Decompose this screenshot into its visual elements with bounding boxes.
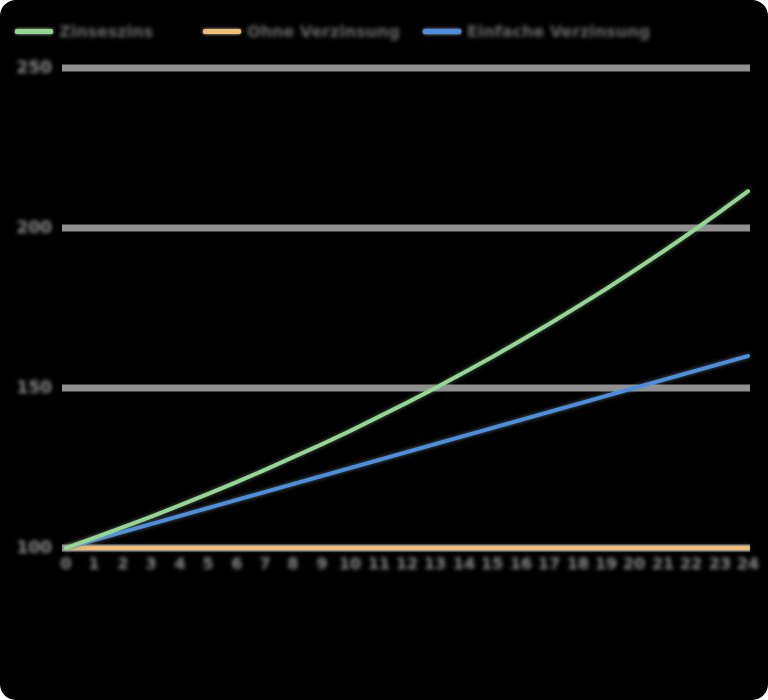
x-tick-label-18: 18 — [566, 554, 590, 573]
x-tick-label-12: 12 — [395, 554, 419, 573]
x-tick-label-24: 24 — [736, 554, 760, 573]
x-tick-label-10: 10 — [338, 554, 362, 573]
x-tick-label-8: 8 — [287, 554, 299, 573]
x-tick-label-21: 21 — [651, 554, 675, 573]
x-tick-label-16: 16 — [509, 554, 533, 573]
x-tick-label-23: 23 — [708, 554, 732, 573]
x-tick-label-9: 9 — [316, 554, 328, 573]
no-interest-line-swatch-icon — [203, 28, 241, 34]
legend-item-simple[interactable]: Einfache Verzinsung — [423, 20, 650, 42]
x-tick-label-11: 11 — [367, 554, 391, 573]
y-tick-label-250: 250 — [16, 58, 53, 78]
y-tick-label-100: 100 — [16, 538, 53, 558]
x-tick-label-6: 6 — [231, 554, 243, 573]
x-tick-label-22: 22 — [679, 554, 703, 573]
x-tick-label-1: 1 — [88, 554, 100, 573]
compound-line-swatch-icon — [15, 28, 53, 34]
y-tick-label-200: 200 — [16, 218, 53, 238]
x-tick-label-2: 2 — [117, 554, 129, 573]
legend-label-simple: Einfache Verzinsung — [467, 21, 651, 41]
x-tick-label-15: 15 — [480, 554, 504, 573]
x-tick-label-4: 4 — [174, 554, 186, 573]
x-tick-label-14: 14 — [452, 554, 476, 573]
gridline-y-200 — [62, 224, 750, 232]
x-tick-label-5: 5 — [202, 554, 214, 573]
y-tick-label-150: 150 — [16, 378, 53, 398]
x-tick-label-7: 7 — [259, 554, 271, 573]
legend-label-no-interest: Ohne Verzinsung — [247, 21, 400, 41]
legend-item-compound[interactable]: Zinseszins — [15, 20, 153, 42]
x-tick-label-19: 19 — [594, 554, 618, 573]
x-tick-label-0: 0 — [60, 554, 72, 573]
gridline-y-250 — [62, 64, 750, 72]
simple-line-swatch-icon — [423, 28, 461, 34]
series-line-compound[interactable] — [64, 189, 750, 550]
x-tick-label-17: 17 — [537, 554, 561, 573]
x-tick-label-3: 3 — [145, 554, 157, 573]
series-line-simple[interactable] — [64, 354, 750, 550]
x-tick-label-13: 13 — [423, 554, 447, 573]
gridline-y-150 — [62, 384, 750, 392]
x-tick-label-20: 20 — [622, 554, 646, 573]
legend-label-compound: Zinseszins — [59, 21, 154, 41]
legend-item-no-interest[interactable]: Ohne Verzinsung — [203, 20, 400, 42]
